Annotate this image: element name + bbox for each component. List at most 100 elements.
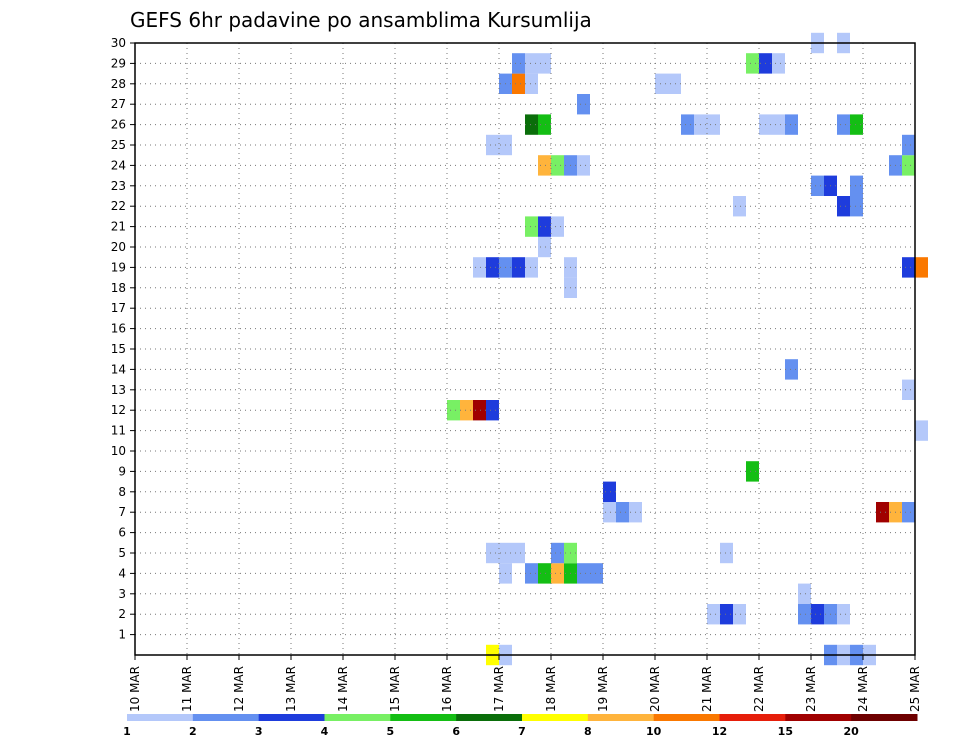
y-tick-label: 28 (111, 77, 126, 91)
x-tick-label: 21 MAR (700, 666, 714, 712)
heatmap-cell (486, 542, 499, 564)
heatmap-cell (512, 257, 525, 278)
heatmap-cell (538, 563, 551, 584)
heatmap-cell (512, 73, 525, 94)
y-tick-label: 22 (111, 199, 126, 213)
heatmap-cell (785, 114, 798, 135)
legend-color-swatch (456, 714, 523, 721)
heatmap-cell (785, 359, 798, 380)
heatmap-cell (707, 114, 720, 135)
x-tick-label: 11 MAR (180, 666, 194, 712)
legend-tick-label: 2 (189, 725, 197, 738)
y-tick-label: 15 (111, 342, 126, 356)
y-tick-label: 21 (111, 220, 126, 234)
y-tick-label: 10 (111, 444, 126, 458)
heatmap-cell (772, 53, 785, 74)
heatmap-cell (915, 257, 928, 278)
heatmap-cell (902, 379, 915, 400)
heatmap-cell (512, 542, 525, 564)
legend-tick-label: 3 (255, 725, 263, 738)
legend-tick-label: 8 (584, 725, 592, 738)
y-tick-label: 2 (118, 607, 126, 621)
legend-color-swatch (324, 714, 391, 721)
heatmap-cell (837, 196, 850, 217)
heatmap-cell (811, 175, 824, 196)
x-tick-label: 14 MAR (336, 666, 350, 712)
legend-color-swatch (785, 714, 852, 721)
heatmap-cell (486, 134, 499, 156)
heatmap-cell (512, 53, 525, 74)
heatmap-cell (551, 216, 564, 237)
y-tick-label: 7 (118, 505, 126, 519)
heatmap-cell (655, 73, 668, 94)
heatmap-cell (850, 114, 863, 135)
x-tick-label: 18 MAR (544, 666, 558, 712)
heatmap-cell (902, 155, 915, 176)
heatmap-cell (551, 563, 564, 584)
heatmap-cell (447, 400, 460, 421)
heatmap-cell (915, 420, 928, 441)
y-tick-label: 27 (111, 97, 126, 111)
y-tick-label: 14 (111, 362, 126, 376)
legend-tick-label: 1 (123, 725, 131, 738)
heatmap-cell (551, 542, 564, 564)
y-tick-label: 8 (118, 485, 126, 499)
heatmap-cell (837, 604, 850, 625)
legend-color-swatch (851, 714, 918, 721)
heatmap-cell (486, 400, 499, 421)
heatmap-cell (525, 216, 538, 237)
y-tick-label: 29 (111, 56, 126, 70)
heatmap-cell (733, 604, 746, 625)
y-tick-label: 26 (111, 118, 126, 132)
x-tick-label: 19 MAR (596, 666, 610, 712)
heatmap-cell (603, 481, 616, 502)
heatmap-cell (538, 114, 551, 135)
heatmap-cell (473, 257, 486, 278)
x-tick-label: 13 MAR (284, 666, 298, 712)
heatmap-cell (525, 257, 538, 278)
legend-tick-label: 20 (844, 725, 860, 738)
heatmap-cell (707, 604, 720, 625)
x-tick-label: 23 MAR (804, 666, 818, 712)
legend-tick-label: 5 (387, 725, 395, 738)
y-tick-label: 18 (111, 281, 126, 295)
y-tick-label: 17 (111, 301, 126, 315)
heatmap-cell (902, 502, 915, 523)
heatmap-cell (876, 502, 889, 523)
y-axis: 1234567891011121314151617181920212223242… (111, 36, 135, 642)
x-axis: 10 MAR 11 MAR 12 MAR 13 MAR 14 MAR 15 MAR 16 M… (128, 655, 922, 712)
x-tick-label: 20 MAR (648, 666, 662, 712)
heatmap-cell (772, 114, 785, 135)
y-tick-label: 12 (111, 403, 126, 417)
heatmap-cell (603, 502, 616, 523)
legend-tick-label: 15 (778, 725, 793, 738)
y-tick-label: 20 (111, 240, 126, 254)
y-tick-label: 19 (111, 260, 126, 274)
heatmap-cell (577, 563, 590, 584)
legend-color-swatch (192, 714, 260, 721)
heatmap-cell (746, 53, 759, 74)
heatmap-cell (720, 542, 733, 564)
color-legend: 1 2 3 4 5 6 7 8 10 12 15 20 (123, 714, 918, 738)
heatmap-cell (486, 257, 499, 278)
x-tick-label: 15 MAR (388, 666, 402, 712)
heatmap-cell (577, 94, 590, 115)
heatmap-cell (577, 155, 590, 176)
y-tick-label: 30 (111, 36, 126, 50)
y-tick-label: 6 (118, 526, 126, 540)
y-tick-label: 24 (111, 158, 126, 172)
heatmap-cell (590, 563, 603, 584)
y-tick-label: 5 (118, 546, 126, 560)
heatmap-cell (538, 236, 551, 258)
heatmap-cell (538, 155, 551, 176)
heatmap-cell (525, 53, 538, 74)
y-tick-label: 9 (118, 464, 126, 478)
heatmap-cell (525, 73, 538, 94)
x-tick-label: 22 MAR (752, 666, 766, 712)
heatmap-cell (811, 604, 824, 625)
heatmap-cell (551, 155, 564, 176)
legend-tick-label: 12 (712, 725, 727, 738)
heatmap-cell (850, 175, 863, 196)
heatmap-cell (733, 196, 746, 217)
